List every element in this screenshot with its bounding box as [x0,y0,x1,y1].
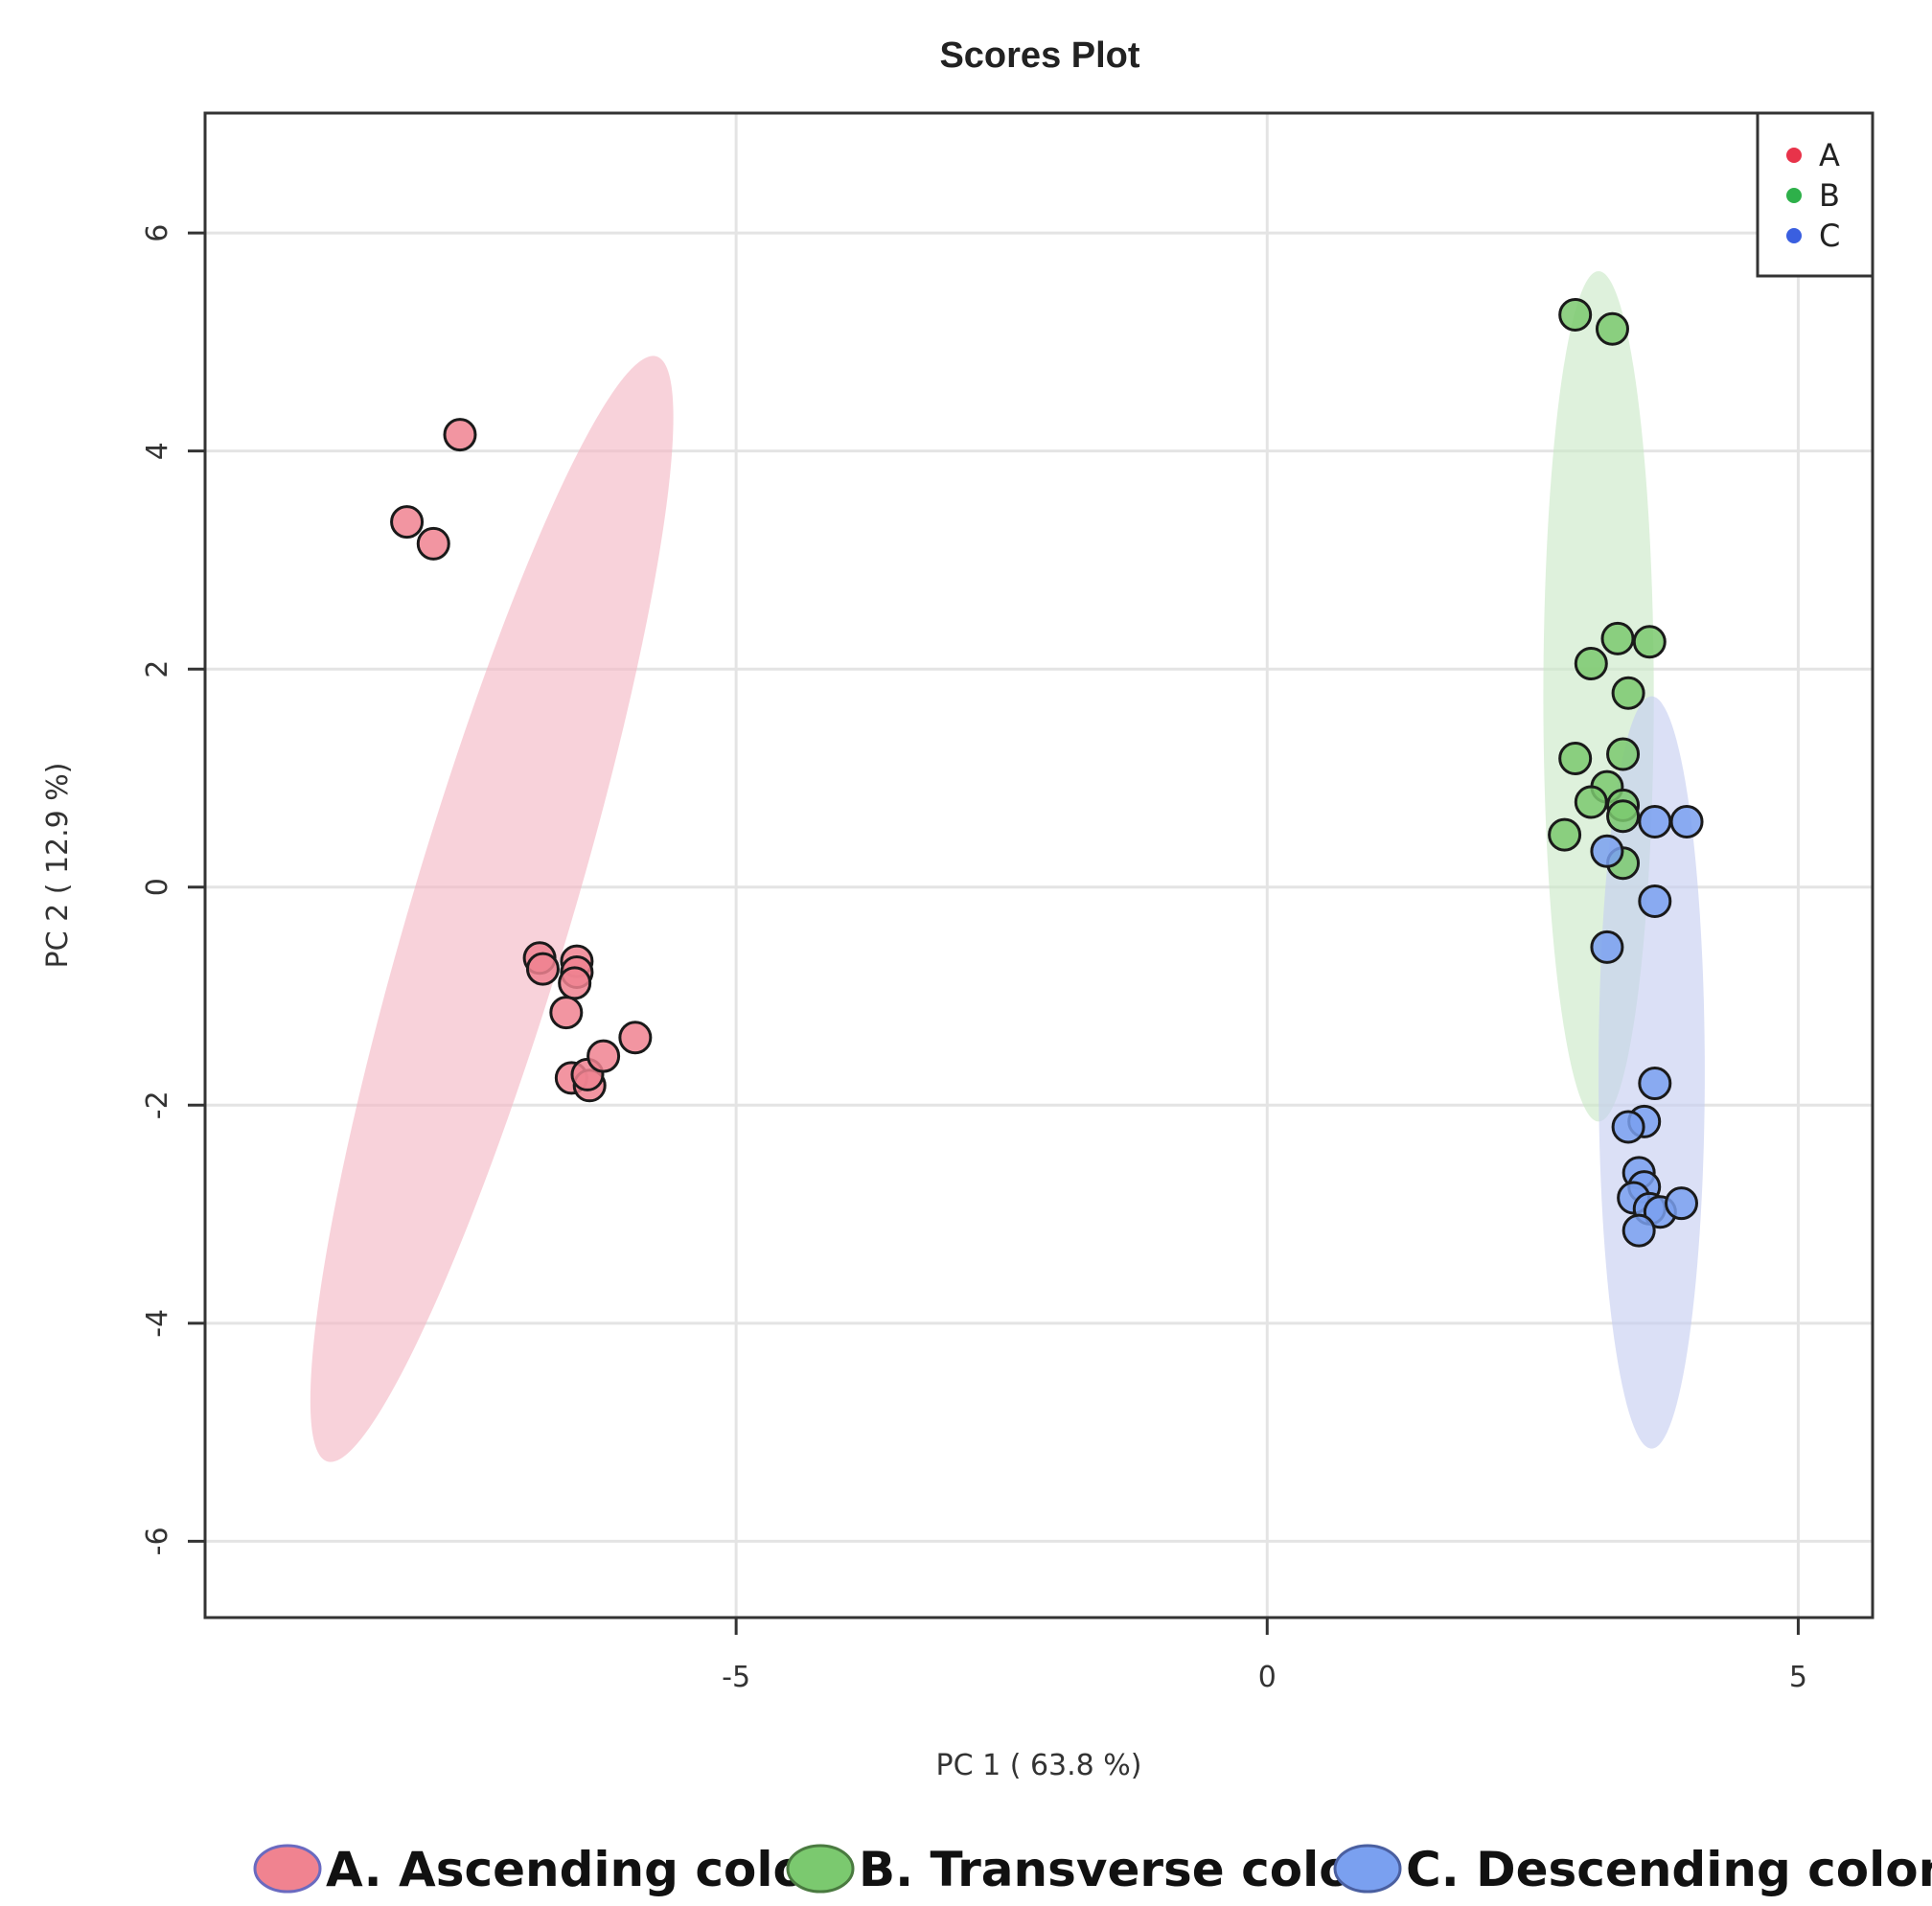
point-C [1622,1213,1656,1248]
point-B [1558,742,1593,776]
bottom-legend-marker-1 [786,1844,855,1894]
point-B [1574,647,1608,681]
bottom-legend-marker-2 [1333,1844,1402,1894]
point-A [549,996,584,1030]
y-tick-label: -2 [141,1091,174,1119]
legend-marker-C [1786,228,1802,243]
bottom-legend-marker-0 [253,1844,322,1894]
x-tick-label: 0 [1258,1661,1276,1694]
point-B [1548,817,1582,852]
point-B [1595,311,1629,346]
point-B [1600,621,1635,655]
y-tick-label: -4 [141,1309,174,1338]
point-A [443,418,477,452]
data-points [390,297,1704,1248]
y-tick-label: 4 [141,442,174,460]
y-tick-label: -6 [141,1527,174,1555]
point-C [1638,1067,1672,1101]
chart-title: Scores Plot [939,35,1139,76]
point-A [618,1021,653,1055]
y-tick-label: 2 [141,660,174,678]
plot-frame [203,111,1874,1619]
point-B [1611,676,1645,710]
x-tick-label: 5 [1789,1661,1807,1694]
y-tick-label: 0 [141,878,174,896]
bottom-legend-label-1: B. Transverse colon [859,1842,1386,1897]
point-A [416,526,450,561]
x-axis-ticks: -5 0 5 [722,1618,1807,1694]
legend-label-A: A [1819,137,1840,173]
point-A [558,966,592,1000]
point-C [1638,884,1672,919]
legend-marker-A [1786,148,1802,163]
confidence-ellipses [310,270,1705,1462]
ellipse-A [310,356,674,1462]
legend-marker-B [1786,188,1802,203]
y-axis-label: PC 2 ( 12.9 %) [41,763,75,969]
point-B [1632,625,1667,659]
x-tick-label: -5 [722,1661,750,1694]
y-tick-label: 6 [141,224,174,242]
top-right-legend: ABC [1756,111,1874,278]
point-C [1665,1186,1699,1221]
point-C [1590,834,1624,868]
bottom-legend-label-0: A. Ascending colon [326,1842,840,1897]
legend-label-C: C [1819,218,1840,254]
point-C [1611,1110,1645,1144]
point-B [1606,737,1641,771]
point-C [1590,930,1624,964]
legend-box [1756,111,1874,278]
y-axis-ticks: -6 -4 -2 0 2 4 6 [141,224,205,1555]
point-A [390,505,425,540]
legend-label-B: B [1819,177,1840,214]
point-A [525,952,560,986]
x-axis-label: PC 1 ( 63.8 %) [936,1749,1142,1782]
bottom-legend-label-2: C. Descending colon [1406,1842,1932,1897]
point-A [586,1039,621,1073]
point-C [1638,804,1672,838]
point-B [1606,799,1641,834]
point-B [1574,785,1608,819]
point-C [1669,804,1704,838]
bottom-legend: A. Ascending colon B. Transverse colon C. … [253,1842,1932,1897]
point-B [1558,297,1593,332]
